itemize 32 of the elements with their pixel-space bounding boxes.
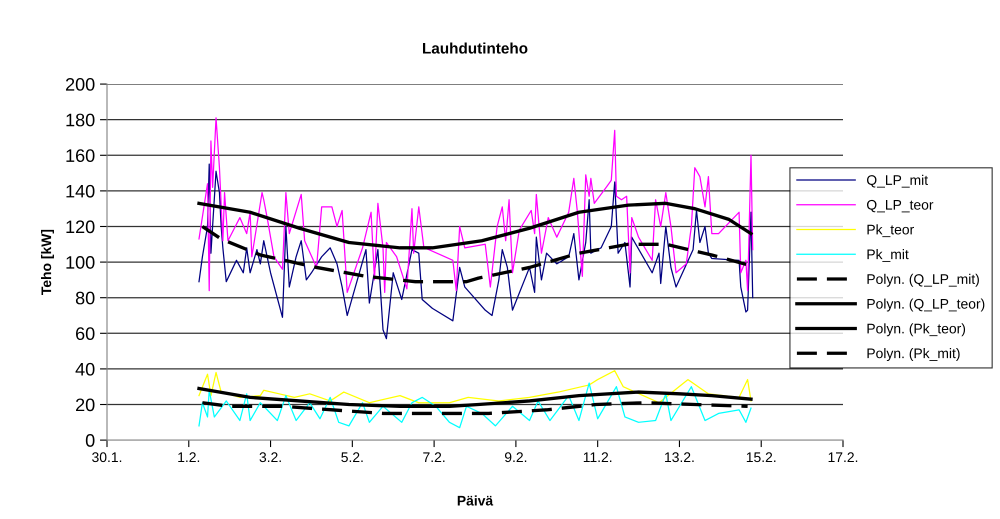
x-tick-label: 1.2. xyxy=(178,452,200,462)
legend-label: Pk_teor xyxy=(867,224,914,238)
legend-label: Polyn. (Q_LP_mit) xyxy=(867,274,979,287)
x-tick-label: 15.2. xyxy=(746,452,776,462)
y-tick-label: 60 xyxy=(76,327,94,340)
x-tick-label: 30.1. xyxy=(92,452,122,462)
chart-title: Lauhdutinteho xyxy=(422,42,528,54)
y-tick-label: 40 xyxy=(76,362,94,376)
x-tick-label: 3.2. xyxy=(260,452,281,462)
y-tick-label: 160 xyxy=(66,149,94,162)
y-tick-label: 180 xyxy=(66,114,94,126)
legend-label: Pk_mit xyxy=(867,249,909,262)
y-axis-title: Teho [kW] xyxy=(41,230,54,295)
x-tick-label: 13.2. xyxy=(665,452,694,462)
y-tick-label: 0 xyxy=(86,434,94,447)
legend-label: Polyn. (Pk_mit) xyxy=(867,348,960,361)
y-tick-label: 100 xyxy=(66,256,94,269)
legend-label: Q_LP_teor xyxy=(866,200,934,212)
legend-label: Polyn. (Pk_teor) xyxy=(867,323,966,336)
y-tick-label: 200 xyxy=(66,78,94,91)
x-tick-label: 5.2. xyxy=(341,452,363,462)
y-tick-label: 120 xyxy=(66,220,94,234)
legend-label: Q_LP_mit xyxy=(866,174,928,188)
y-tick-label: 20 xyxy=(76,398,94,412)
y-tick-label: 140 xyxy=(66,184,94,198)
x-tick-label: 11.2. xyxy=(584,452,612,462)
x-tick-label: 7.2. xyxy=(423,452,444,462)
x-tick-label: 17.2. xyxy=(828,452,858,462)
legend-label: Polyn. (Q_LP_teor) xyxy=(867,298,984,312)
x-tick-label: 9.2. xyxy=(504,452,526,462)
y-tick-label: 80 xyxy=(76,292,94,304)
x-axis-title: Päivä xyxy=(458,495,494,506)
